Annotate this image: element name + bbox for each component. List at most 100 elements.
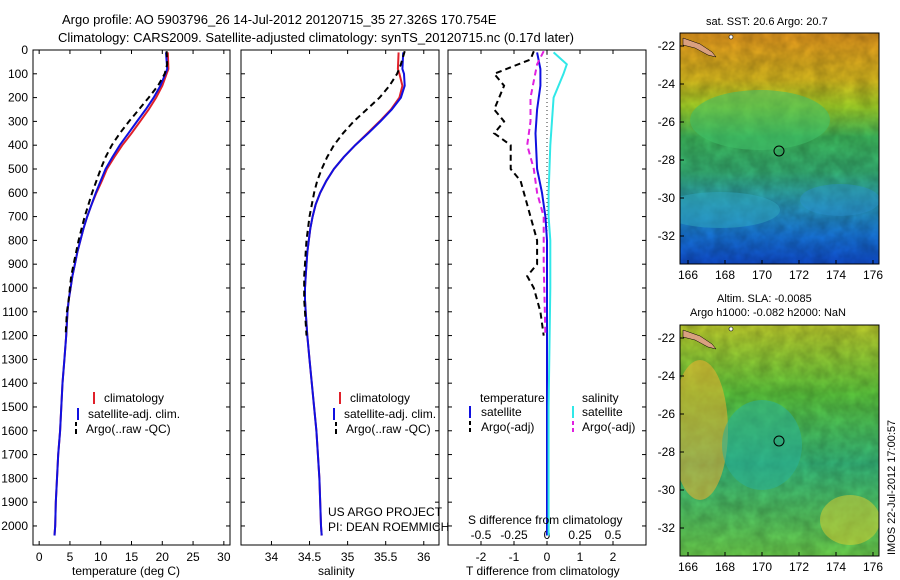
- project-credit-line2: PI: DEAN ROEMMICH: [328, 520, 449, 534]
- map-x-tick-label: 166: [678, 560, 698, 574]
- map-x-tick-label: 170: [752, 560, 772, 574]
- x-tick-label: 36: [417, 550, 431, 564]
- x-tick-label: 20: [156, 550, 170, 564]
- x-tick-label: 1: [577, 550, 584, 564]
- map-y-tick-label: -26: [658, 115, 676, 129]
- x-tick-label: 2: [610, 550, 617, 564]
- y-tick-label: 200: [8, 91, 28, 105]
- imos-timestamp: IMOS 22-Jul-2012 17:00:57: [886, 420, 898, 555]
- temperature-xlabel: temperature (deg C): [72, 564, 180, 578]
- map-y-tick-label: -30: [658, 191, 676, 205]
- sla-map-title-line1: Altim. SLA: -0.0085: [717, 293, 812, 305]
- map-y-tick-label: -32: [658, 229, 676, 243]
- y-tick-label: 800: [8, 233, 28, 247]
- y-tick-label: 1400: [1, 376, 28, 390]
- map-y-tick-label: -26: [658, 407, 676, 421]
- y-tick-label: 1200: [1, 329, 28, 343]
- y-tick-label: 1600: [1, 424, 28, 438]
- x-tick-top-label: 0.25: [568, 528, 592, 542]
- legend-label-sal-argo: Argo(-adj): [582, 420, 635, 434]
- legend-label-satellite: satellite-adj. clim.: [88, 407, 180, 421]
- legend-label-sal-satellite: satellite: [582, 405, 623, 419]
- temperature-panel: [32, 49, 231, 546]
- figure-title-line1: Argo profile: AO 5903796_26 14-Jul-2012 …: [62, 12, 497, 27]
- argo-location-marker: [773, 145, 785, 157]
- sst-map-frame: [679, 32, 880, 265]
- y-tick-label: 700: [8, 210, 28, 224]
- map-x-tick-label: 174: [826, 560, 846, 574]
- x-tick-label: 0: [36, 550, 43, 564]
- salinity-legend: climatology satellite-adj. clim. Argo(..…: [333, 391, 436, 436]
- sla-map: Altim. SLA: -0.0085 Argo h1000: -0.082 h…: [679, 293, 880, 557]
- map-x-tick-label: 176: [863, 560, 883, 574]
- legend-label-climatology: climatology: [104, 391, 164, 405]
- map-y-tick-label: -22: [658, 331, 676, 345]
- series-line: [547, 51, 568, 536]
- y-tick-label: 1900: [1, 495, 28, 509]
- y-tick-label: 1500: [1, 400, 28, 414]
- legend-label-temp-satellite: satellite: [481, 405, 522, 419]
- project-credit-line1: US ARGO PROJECT: [328, 505, 443, 519]
- x-tick-label: -1: [509, 550, 520, 564]
- y-tick-label: 1100: [2, 305, 28, 319]
- x-tick-label: -2: [476, 550, 487, 564]
- series-line: [53, 52, 169, 536]
- island-marker: [728, 34, 734, 40]
- series-line: [526, 50, 547, 336]
- map-y-tick-label: -28: [658, 445, 676, 459]
- x-tick-label: 5: [67, 550, 74, 564]
- argo-location-marker: [773, 435, 785, 447]
- map-x-tick-label: 174: [826, 268, 846, 282]
- map-y-tick-label: -24: [658, 369, 676, 383]
- y-tick-label: 2000: [1, 519, 28, 533]
- salinity-panel: [240, 49, 440, 546]
- map-x-tick-label: 172: [789, 268, 809, 282]
- series-line: [534, 52, 548, 536]
- x-tick-label: 35: [341, 550, 355, 564]
- sla-map-frame: [679, 324, 880, 557]
- legend-label-climatology: climatology: [350, 391, 410, 405]
- land-island: [682, 329, 717, 350]
- x-tick-label: 0: [544, 550, 551, 564]
- map-x-tick-label: 170: [752, 268, 772, 282]
- series-line: [492, 50, 545, 336]
- map-y-tick-label: -28: [658, 153, 676, 167]
- temperature-legend: climatology satellite-adj. clim. Argo(..…: [75, 391, 180, 436]
- y-tick-label: 0: [21, 43, 28, 57]
- map-y-tick-label: -22: [658, 39, 676, 53]
- map-y-tick-label: -30: [658, 483, 676, 497]
- difference-xlabel: T difference from climatology: [466, 564, 620, 578]
- series-line: [64, 51, 169, 336]
- x-tick-label: 25: [186, 550, 200, 564]
- x-tick-top-label: 0.5: [605, 528, 622, 542]
- map-x-tick-label: 168: [715, 268, 735, 282]
- map-x-tick-label: 168: [715, 560, 735, 574]
- x-tick-label: 15: [125, 550, 139, 564]
- y-tick-label: 1000: [1, 281, 28, 295]
- y-tick-label: 1700: [1, 448, 28, 462]
- x-tick-label: 30: [217, 550, 231, 564]
- legend-label-argo: Argo(..raw -QC): [346, 422, 431, 436]
- difference-top-xlabel: S difference from climatology: [468, 513, 623, 527]
- legend-header-temperature: temperature: [480, 391, 545, 405]
- legend-label-satellite: satellite-adj. clim.: [344, 407, 436, 421]
- y-tick-label: 300: [8, 114, 28, 128]
- map-x-tick-label: 176: [863, 268, 883, 282]
- series-line: [304, 52, 406, 536]
- x-tick-top-label: -0.25: [500, 528, 528, 542]
- y-tick-label: 100: [8, 67, 28, 81]
- x-tick-label: 10: [94, 550, 108, 564]
- y-tick-label: 1300: [1, 352, 28, 366]
- legend-label-temp-argo: Argo(-adj): [481, 420, 534, 434]
- legend-header-salinity: salinity: [582, 391, 619, 405]
- y-tick-label: 900: [8, 257, 28, 271]
- difference-legend: temperature salinity satellite satellite…: [469, 391, 635, 434]
- profile-plots: 0100200300400500600700800900100011001200…: [1, 43, 646, 564]
- y-tick-label: 400: [8, 138, 28, 152]
- x-tick-label: 34.5: [298, 550, 322, 564]
- sla-map-title-line2: Argo h1000: -0.082 h2000: NaN: [690, 307, 846, 319]
- land-island: [682, 37, 717, 58]
- legend-label-argo: Argo(..raw -QC): [86, 422, 171, 436]
- figure-title-line2: Climatology: CARS2009. Satellite-adjuste…: [58, 30, 574, 45]
